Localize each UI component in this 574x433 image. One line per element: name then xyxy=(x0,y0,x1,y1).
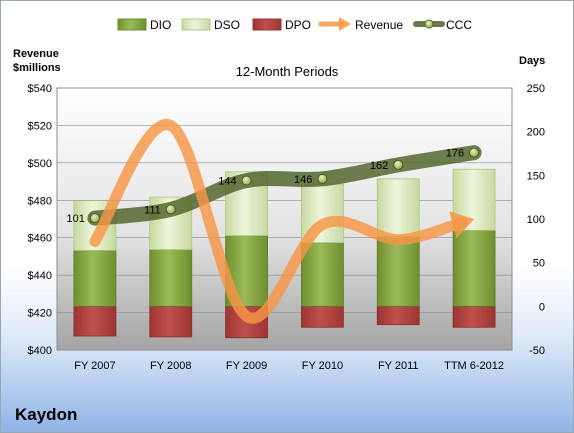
legend-ccc-icon xyxy=(413,19,445,29)
bar-dio xyxy=(376,236,420,307)
right-tick-label: 50 xyxy=(533,258,545,270)
category-label: FY 2010 xyxy=(302,360,343,372)
left-tick-label: $480 xyxy=(28,195,52,207)
ccc-line xyxy=(87,145,482,226)
right-tick-label: 250 xyxy=(527,83,545,95)
ccc-point xyxy=(165,204,176,215)
legend: DIO DSO DPO Revenue CCC xyxy=(117,17,472,32)
category-label: FY 2007 xyxy=(74,360,115,372)
bar-dso xyxy=(376,178,420,237)
left-tick-label: $520 xyxy=(28,120,52,132)
series-lines: 101 111 144 146 162 176 xyxy=(67,119,482,324)
bar-dio xyxy=(452,229,496,307)
axis-ticks: $400 $420 $440 $460 $480 $500 $520 $540 -50 0 50 10… xyxy=(28,83,545,372)
bar-dpo xyxy=(376,305,420,326)
revenue-line xyxy=(89,119,469,324)
legend-label-dpo: DPO xyxy=(285,18,311,32)
ccc-data-label: 111 xyxy=(144,204,161,216)
left-tick-label: $400 xyxy=(28,345,52,357)
right-tick-label: -50 xyxy=(529,345,545,357)
ccc-data-label: 162 xyxy=(370,160,388,172)
ccc-point xyxy=(90,213,100,224)
category-label: FY 2009 xyxy=(226,360,267,372)
right-tick-label: 100 xyxy=(527,214,545,226)
legend-label-ccc: CCC xyxy=(446,18,472,32)
ccc-point xyxy=(393,159,404,170)
bar-dpo xyxy=(73,305,117,337)
bar-dpo xyxy=(301,305,344,328)
right-tick-label: 150 xyxy=(527,170,545,182)
legend-label-revenue: Revenue xyxy=(355,18,403,32)
ccc-point xyxy=(241,175,252,186)
left-tick-label: $540 xyxy=(28,83,52,95)
left-tick-label: $460 xyxy=(28,233,52,245)
ccc-data-label: 144 xyxy=(218,176,236,188)
bar-dio xyxy=(301,242,344,307)
category-label: FY 2008 xyxy=(150,360,191,372)
left-tick-label: $500 xyxy=(28,158,52,170)
category-label: FY 2011 xyxy=(378,360,419,372)
gridlines xyxy=(57,87,512,351)
right-tick-label: 200 xyxy=(527,127,545,139)
ccc-data-label: 176 xyxy=(446,148,464,160)
legend-swatch-dio xyxy=(117,18,147,31)
chart-title: 12-Month Periods xyxy=(236,64,339,79)
left-tick-label: $440 xyxy=(28,270,52,282)
legend-swatch-dpo xyxy=(252,18,282,31)
ccc-data-label: 101 xyxy=(67,213,85,225)
legend-arrow-icon xyxy=(318,17,351,31)
ccc-point xyxy=(317,173,328,184)
ccc-data-label: 146 xyxy=(294,174,312,186)
legend-swatch-dso xyxy=(181,18,211,31)
right-axis-title: Days xyxy=(519,55,545,67)
right-tick-label: 0 xyxy=(539,301,545,313)
left-axis-title-line2: $millions xyxy=(13,62,61,74)
bar-dpo xyxy=(452,305,496,328)
bar-dpo xyxy=(149,305,193,338)
revenue-arrowhead xyxy=(449,211,475,239)
company-name: Kaydon xyxy=(15,405,78,424)
ccc-point xyxy=(469,147,479,158)
legend-label-dio: DIO xyxy=(150,18,171,32)
bar-dio xyxy=(73,250,117,307)
left-tick-label: $420 xyxy=(28,308,52,320)
bar-dio xyxy=(149,249,193,307)
legend-label-dso: DSO xyxy=(214,18,240,32)
category-label: TTM 6-2012 xyxy=(444,360,504,372)
left-axis-title-line1: Revenue xyxy=(13,48,59,60)
